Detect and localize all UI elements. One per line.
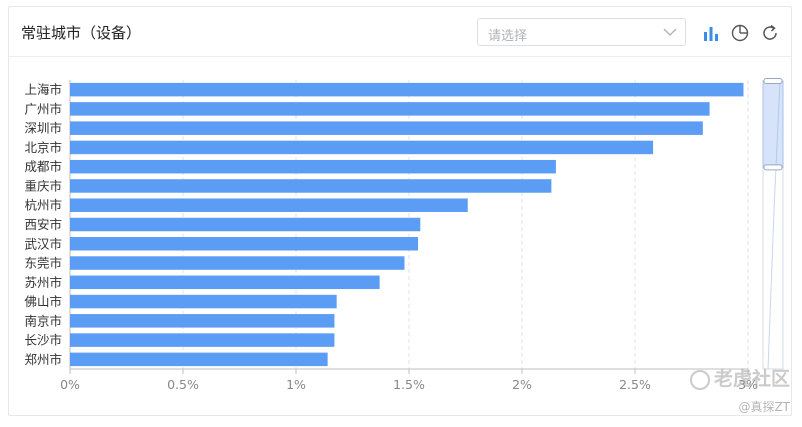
data-zoom-handle-bottom[interactable]	[763, 164, 783, 171]
data-zoom-handle-top[interactable]	[763, 78, 783, 84]
category-label: 广州市	[24, 101, 62, 116]
card-title: 常驻城市（设备）	[21, 24, 142, 42]
x-tick-label: 2.5%	[619, 377, 651, 392]
data-zoom-window[interactable]	[762, 80, 784, 168]
x-tick-label: 1.5%	[393, 377, 425, 392]
bar-13[interactable]	[70, 314, 335, 328]
category-label: 苏州市	[24, 275, 62, 290]
x-tick-label: 3%	[738, 377, 758, 392]
bar-14[interactable]	[70, 333, 335, 347]
x-tick-label: 0%	[60, 377, 80, 392]
x-tick-label: 0.5%	[167, 377, 199, 392]
category-label: 杭州市	[24, 198, 62, 213]
bar-2[interactable]	[70, 102, 710, 116]
category-label: 上海市	[24, 82, 62, 97]
refresh-icon[interactable]	[761, 24, 779, 42]
select-placeholder: 请选择	[488, 29, 528, 44]
data-zoom-shadow-line	[767, 80, 781, 370]
x-tick-label: 2%	[512, 377, 532, 392]
city-select[interactable]: 请选择	[477, 18, 686, 46]
category-label: 北京市	[24, 140, 62, 155]
category-label: 南京市	[24, 313, 62, 328]
category-label: 郑州市	[24, 352, 62, 367]
category-label: 成都市	[24, 159, 62, 174]
bar-5[interactable]	[70, 159, 556, 174]
chevron-down-icon	[663, 28, 677, 36]
bar-15[interactable]	[70, 352, 328, 367]
bar-7[interactable]	[70, 198, 468, 212]
bar-9[interactable]	[70, 237, 419, 251]
watermark: 老虎社区	[689, 364, 790, 391]
category-label: 长沙市	[24, 333, 62, 348]
sub-watermark: @真探ZT	[738, 400, 790, 414]
bar-12[interactable]	[70, 294, 337, 309]
bar-8[interactable]	[70, 217, 421, 232]
category-label: 深圳市	[24, 121, 62, 136]
bar-4[interactable]	[70, 140, 654, 155]
watermark-logo-icon	[689, 369, 710, 390]
x-tick-label: 1%	[286, 377, 306, 392]
card-header: 常驻城市（设备） 请选择	[9, 7, 791, 57]
category-label: 西安市	[24, 217, 62, 232]
bar-3[interactable]	[70, 121, 703, 135]
bar-chart-icon[interactable]	[702, 24, 720, 42]
category-label: 佛山市	[24, 294, 62, 309]
bar-6[interactable]	[70, 179, 552, 193]
pie-chart-icon[interactable]	[731, 24, 749, 42]
bar-11[interactable]	[70, 275, 380, 290]
category-label: 东莞市	[24, 256, 62, 271]
category-label: 武汉市	[24, 236, 62, 251]
watermark-text: 老虎社区	[713, 368, 790, 390]
category-label: 重庆市	[24, 178, 62, 193]
bar-10[interactable]	[70, 256, 405, 270]
bar-1[interactable]	[70, 82, 744, 97]
